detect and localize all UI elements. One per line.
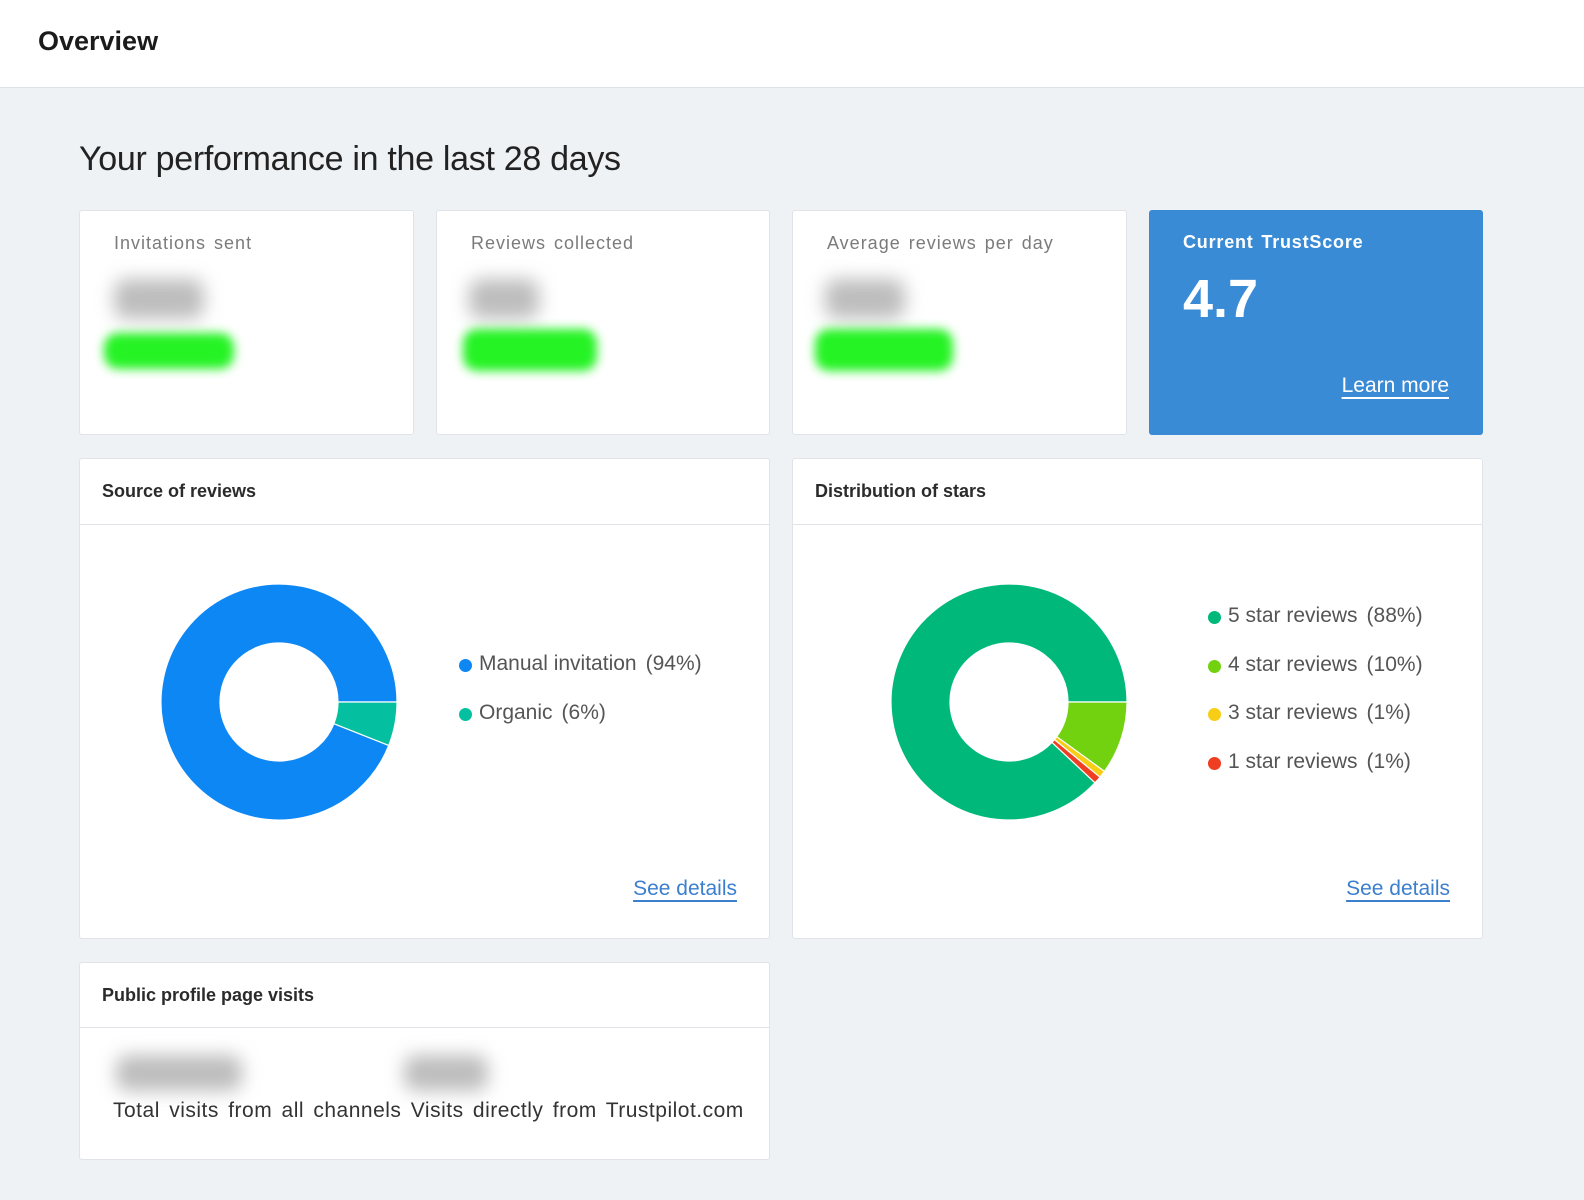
stars-panel-header: Distribution of stars <box>793 459 1482 525</box>
legend-label: 1 star reviews <box>1228 749 1358 773</box>
invitations-card: Invitations sent <box>79 210 414 435</box>
legend-item-organic: Organic (6%) <box>459 701 702 750</box>
learn-more-link[interactable]: Learn more <box>1341 374 1449 397</box>
legend-label: Manual invitation <box>479 652 637 675</box>
legend-label: 5 star reviews <box>1228 604 1358 627</box>
invitations-label: Invitations sent <box>114 233 253 253</box>
legend-percent: (10%) <box>1366 652 1423 676</box>
invitations-trend-redacted <box>104 333 234 369</box>
average-label: Average reviews per day <box>827 233 1054 253</box>
stars-panel-title: Distribution of stars <box>815 481 987 501</box>
direct-visits-label: Visits directly from Trustpilot.com <box>410 1099 744 1122</box>
legend-dot-icon <box>1208 708 1221 721</box>
profile-visits-panel: Public profile page visits Total visits … <box>79 962 770 1160</box>
legend-dot-icon <box>1208 611 1221 624</box>
legend-item-manual-invitation: Manual invitation (94%) <box>459 652 702 701</box>
direct-visits-value-redacted <box>404 1055 488 1091</box>
legend-item-3-star-reviews: 3 star reviews (1%) <box>1208 701 1423 750</box>
average-card: Average reviews per day <box>792 210 1127 435</box>
legend-label: Organic <box>479 700 553 724</box>
stars-see-details-link[interactable]: See details <box>1346 877 1450 900</box>
source-legend: Manual invitation (94%) Organic (6%) <box>459 652 702 749</box>
legend-label: 4 star reviews <box>1228 652 1358 676</box>
total-visits-label: Total visits from all channels <box>113 1099 402 1122</box>
legend-item-4-star-reviews: 4 star reviews (10%) <box>1208 653 1423 702</box>
legend-percent: (88%) <box>1366 604 1423 627</box>
legend-dot-icon <box>459 707 472 721</box>
reviews-trend-redacted <box>463 329 597 371</box>
reviews-value-redacted <box>469 279 539 319</box>
donut-slice-manual-invitation <box>160 583 398 821</box>
visits-panel-title: Public profile page visits <box>102 985 315 1005</box>
visits-labels: Total visits from all channels Visits di… <box>113 1099 744 1123</box>
legend-percent: (6%) <box>561 700 606 724</box>
donut-slice-5-star-reviews <box>890 583 1128 821</box>
legend-label: 3 star reviews <box>1228 701 1358 724</box>
reviews-label: Reviews collected <box>471 233 635 253</box>
legend-dot-icon <box>1208 756 1221 770</box>
trustscore-label: Current TrustScore <box>1183 232 1364 252</box>
source-panel-header: Source of reviews <box>80 459 769 525</box>
source-see-details-link[interactable]: See details <box>633 877 737 900</box>
legend-dot-icon <box>459 659 472 672</box>
trustscore-card: Current TrustScore 4.7 Learn more <box>1149 210 1483 435</box>
distribution-of-stars-panel: Distribution of stars 5 star reviews (88%… <box>792 458 1483 939</box>
average-value-redacted <box>825 279 905 319</box>
performance-headline: Your performance in the last 28 days <box>79 140 621 178</box>
donut-slice-1-star-reviews <box>1051 738 1101 784</box>
invitations-value-redacted <box>114 279 204 319</box>
legend-percent: (94%) <box>645 652 702 675</box>
source-of-reviews-panel: Source of reviews Manual invitation (94%)… <box>79 458 770 939</box>
total-visits-value-redacted <box>116 1055 242 1091</box>
legend-dot-icon <box>1208 659 1221 673</box>
legend-percent: (1%) <box>1366 701 1411 724</box>
trustscore-value: 4.7 <box>1183 269 1259 329</box>
visits-panel-header: Public profile page visits <box>80 963 769 1028</box>
stars-legend: 5 star reviews (88%) 4 star reviews (10%) 3 … <box>1208 604 1423 798</box>
top-bar: Overview <box>0 0 1584 88</box>
legend-percent: (1%) <box>1366 749 1411 773</box>
reviews-card: Reviews collected <box>436 210 770 435</box>
stars-donut-chart <box>890 583 1128 821</box>
legend-item-1-star-reviews: 1 star reviews (1%) <box>1208 750 1423 799</box>
average-trend-redacted <box>815 329 953 371</box>
legend-item-5-star-reviews: 5 star reviews (88%) <box>1208 604 1423 653</box>
page-title: Overview <box>38 26 159 56</box>
source-donut-chart <box>160 583 398 821</box>
donut-slice-organic <box>333 701 398 747</box>
source-panel-title: Source of reviews <box>102 481 257 501</box>
